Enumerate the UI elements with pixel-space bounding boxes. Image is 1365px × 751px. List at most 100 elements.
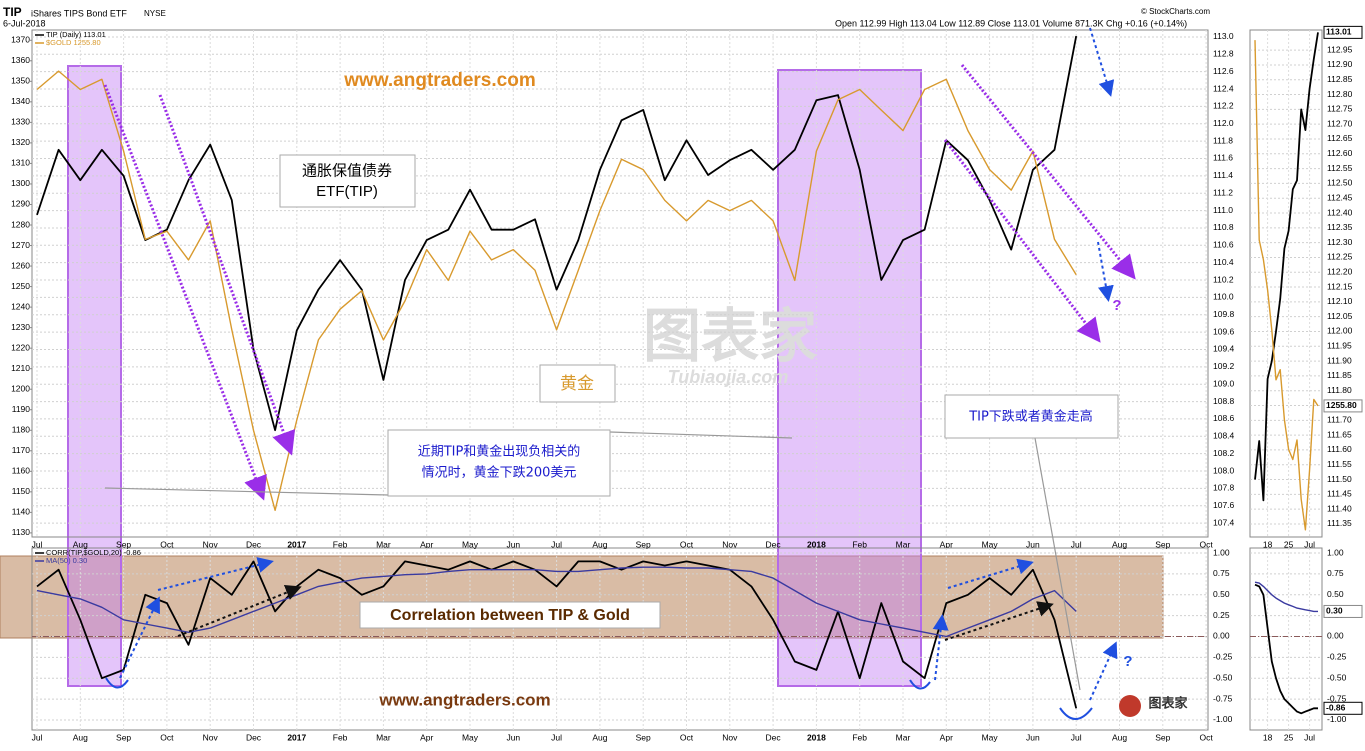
callout-box <box>279 154 416 208</box>
annotation: TIP下跌或者黄金走高 <box>968 409 1093 425</box>
y-tick-label: 111.65 <box>1327 429 1352 439</box>
logo-text: 图表家 <box>1148 696 1188 712</box>
y-tick-label: 110.6 <box>1213 240 1234 250</box>
x-tick-label: Apr <box>940 539 953 549</box>
panel-frame <box>1249 547 1323 731</box>
annotation: 通胀保值债券 <box>302 162 392 180</box>
x-tick-label: May <box>982 539 999 549</box>
bottom-arcs <box>105 677 1093 720</box>
y-tick-label: 111.70 <box>1327 415 1352 425</box>
x-tick-label: Aug <box>73 732 88 742</box>
callout-line <box>1034 437 1081 691</box>
y-tick-label: 111.0 <box>1213 205 1233 215</box>
y-tick-label: 107.6 <box>1213 500 1235 510</box>
y-tick-label: 108.0 <box>1213 465 1235 475</box>
website: www.angtraders.com <box>343 70 535 91</box>
annotation: ETF(TIP) <box>316 183 378 200</box>
arrow <box>1089 641 1118 701</box>
arrow <box>943 139 1101 343</box>
x-tick-label: Nov <box>203 539 219 549</box>
y-tick-label: 1360 <box>11 55 30 65</box>
y-tick-label: 1350 <box>11 76 30 86</box>
x-tick-label: Feb <box>333 539 348 549</box>
y-tick-label: 108.2 <box>1213 448 1235 458</box>
trend-arrows <box>103 64 1136 501</box>
y-tick-label: 112.85 <box>1327 74 1353 84</box>
y-tick-label: 111.2 <box>1213 187 1233 197</box>
x-tick-label: May <box>462 732 479 742</box>
date: 6-Jul-2018 <box>3 18 46 28</box>
arrow <box>103 84 267 501</box>
arrow <box>157 557 274 591</box>
x-tick-label: Sep <box>1155 732 1170 742</box>
x-tick-label: Sep <box>116 732 131 742</box>
y-tick-label: 112.0 <box>1213 118 1234 128</box>
blue-arrows <box>119 27 1118 701</box>
y-tick-label: -1.00 <box>1213 714 1233 724</box>
callout-box <box>387 429 611 497</box>
y-tick-label: 112.15 <box>1327 281 1353 291</box>
y-tick-label: 111.85 <box>1327 370 1352 380</box>
x-tick-label: Jul <box>1304 732 1315 742</box>
x-tick-label: Feb <box>852 539 867 549</box>
x-tick-label: 25 <box>1284 732 1294 742</box>
y-tick-label: 0.75 <box>1327 568 1344 578</box>
x-tick-label: Jul <box>32 732 43 742</box>
x-tick-label: 2017 <box>287 732 306 742</box>
y-tick-label: 111.45 <box>1327 489 1352 499</box>
panel-frame <box>1249 29 1323 538</box>
value-tag <box>1323 701 1363 715</box>
value-tag-label: -0.86 <box>1326 703 1346 713</box>
x-tick-label: Jul <box>551 539 562 549</box>
arc <box>909 679 931 690</box>
y-tick-label: 1250 <box>11 281 30 291</box>
y-tick-label: 1300 <box>11 178 30 188</box>
x-tick-label: Oct <box>1199 539 1213 549</box>
series-line <box>1254 32 1319 502</box>
callout-lines <box>104 431 1081 691</box>
panel-frame <box>31 547 1209 731</box>
x-tick-label: Oct <box>680 732 694 742</box>
x-tick-label: 2017 <box>287 539 306 549</box>
y-tick-label: 1170 <box>12 445 31 455</box>
y-tick-label: 112.05 <box>1327 311 1353 321</box>
x-tick-label: Jun <box>1026 732 1040 742</box>
y-tick-label: 107.4 <box>1213 517 1235 527</box>
y-tick-label: 0.50 <box>1213 589 1230 599</box>
annotation: 黄金 <box>560 374 594 394</box>
y-tick-label: 112.40 <box>1327 207 1353 217</box>
series-line <box>36 35 1078 432</box>
y-tick-label: 109.8 <box>1213 309 1235 319</box>
arrow <box>1089 27 1115 97</box>
x-tick-label: May <box>462 539 479 549</box>
y-tick-label: 1.00 <box>1327 547 1344 557</box>
credit: © StockCharts.com <box>1141 7 1210 16</box>
y-tick-label: 1180 <box>12 425 31 435</box>
y-tick-label: -0.50 <box>1327 672 1347 682</box>
y-tick-label: -0.75 <box>1327 693 1347 703</box>
y-tick-label: 0.00 <box>1213 631 1230 641</box>
y-tick-label: 111.50 <box>1327 474 1352 484</box>
y-tick-label: 111.40 <box>1327 503 1352 513</box>
y-tick-label: 112.45 <box>1327 192 1353 202</box>
question-mark: ? <box>1112 297 1121 314</box>
series-line <box>1254 40 1319 531</box>
question-mark: ? <box>1123 653 1132 670</box>
x-tick-label: Sep <box>116 539 131 549</box>
x-tick-label: Feb <box>852 732 867 742</box>
y-tick-label: 111.8 <box>1213 135 1233 145</box>
y-tick-label: 109.4 <box>1213 344 1235 354</box>
y-tick-label: 112.65 <box>1327 133 1353 143</box>
y-tick-label: 112.95 <box>1327 44 1353 54</box>
y-tick-label: 111.35 <box>1327 518 1352 528</box>
y-tick-label: 1140 <box>12 507 31 517</box>
arc <box>105 677 129 689</box>
annotation: Correlation between TIP & Gold <box>390 607 630 624</box>
x-tick-label: Dec <box>246 732 262 742</box>
callout-boxes <box>279 154 1119 629</box>
x-tick-label: Jun <box>506 732 520 742</box>
x-tick-label: Jul <box>1071 732 1082 742</box>
y-tick-label: 112.25 <box>1327 252 1353 262</box>
value-tag-label: 1255.80 <box>1326 400 1357 410</box>
